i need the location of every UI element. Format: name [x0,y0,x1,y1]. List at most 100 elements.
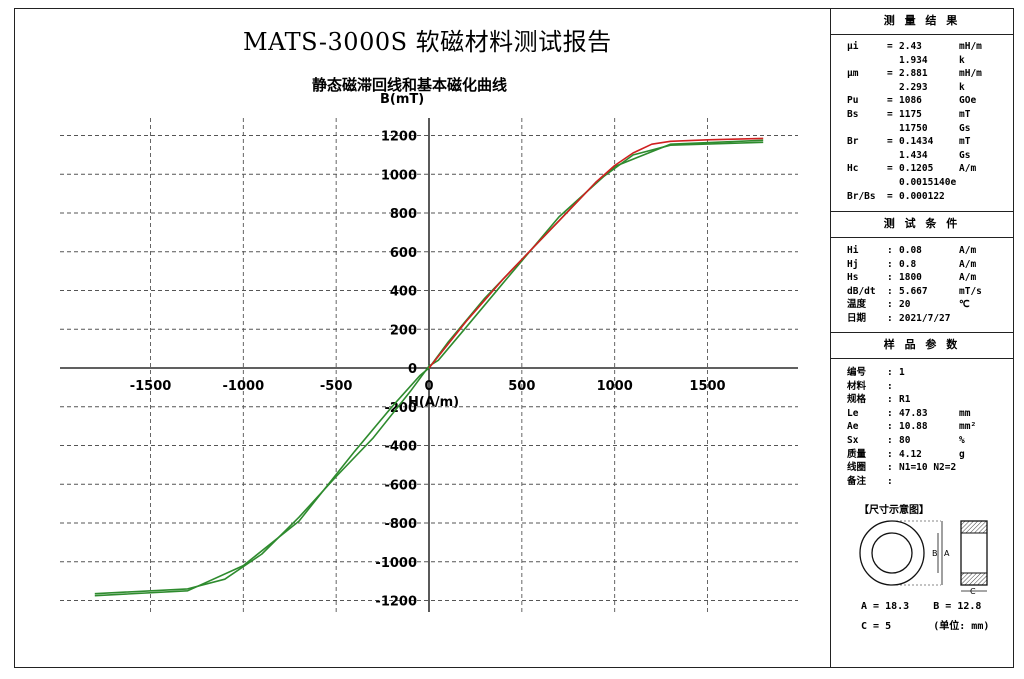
sample-unit: mm [959,407,971,419]
conditions-unit [959,312,1009,326]
results-row: μm = 2.881 mH/m [847,67,1009,81]
results-value: 1.934 [899,54,928,66]
results-row: Hc = 0.1205 A/m [847,162,1009,176]
results-key [847,122,887,136]
conditions-value: 0.08 [899,245,922,256]
y-axis-label: B(mT) [380,92,425,107]
conditions-value: 5.667 [899,285,928,297]
results-sep: = [887,108,893,120]
sample-list: 编号:1 材料: 规格: R1 Le:47.83 mm Ae:10.88 mm² Sx:80% 质… [847,366,1009,488]
sample-key: 备注 [847,475,867,487]
results-unit: mT [959,108,971,120]
results-key [847,176,887,190]
sample-row: 质量:4.12 g [847,448,1009,462]
results-sep: = [887,136,893,148]
ring-section-top [960,520,988,534]
results-sep [887,176,899,190]
results-value: 1175 [899,108,922,120]
conditions-unit: mT/s [959,285,982,297]
results-row: Br = 0.1434 mT [847,135,1009,149]
sample-row: Sx:80% [847,434,1009,448]
sample-value: 80 [899,434,911,446]
results-key: μm [847,68,859,80]
y-tick-label: 1000 [381,168,417,183]
conditions-unit: A/m [959,272,977,284]
results-value: 0.1434 [899,136,934,148]
results-sep [887,81,899,95]
conditions-key: 温度 [847,299,867,311]
dimension-values-line1: A = 18.3 B = 12.8 [861,601,982,612]
conditions-unit: A/m [959,258,977,270]
sample-value [899,380,959,394]
results-value: 1.434 [899,149,928,161]
results-key [847,54,887,68]
results-sep: = [887,95,893,107]
results-row: Bs = 1175 mT [847,108,1009,122]
x-tick-label: 500 [508,379,535,394]
divider [831,211,1013,212]
results-sep: = [887,190,893,202]
results-unit: k [959,54,965,66]
y-tick-label: -400 [384,440,417,455]
results-sep [887,149,899,163]
results-header: 测 量 结 果 [831,8,1013,35]
conditions-row: 温度:20 ℃ [847,298,1009,312]
y-tick-label: 400 [390,285,417,300]
sample-unit [959,393,1009,407]
conditions-unit: ℃ [959,299,970,311]
sample-unit [959,461,1009,475]
results-unit [959,176,1009,190]
conditions-sep: : [887,258,893,270]
conditions-key: Hi [847,245,859,256]
dim-b-label: B [932,549,938,558]
results-sep [887,122,899,136]
sample-sep: : [887,407,893,419]
dimension-diagram-title: 【尺寸示意图】 [859,505,929,516]
conditions-key: 日期 [847,312,867,324]
sample-unit: g [959,448,965,460]
conditions-row: 日期:2021/7/27 [847,312,1009,326]
sample-value: R1 [899,394,911,406]
results-key: Pu [847,95,859,107]
sample-value: N1=10 N2=2 [899,462,957,474]
conditions-sep: : [887,245,893,256]
report-frame [14,8,1014,668]
results-unit [959,190,1009,204]
sample-row: 编号:1 [847,366,1009,380]
conditions-sep: : [887,312,893,324]
results-unit: Gs [959,149,971,161]
x-tick-label: -500 [320,379,353,394]
y-tick-label: 1200 [381,130,417,145]
conditions-unit: A/m [959,245,977,256]
results-value: 1086 [899,95,922,107]
x-tick-label: 0 [424,379,433,394]
conditions-value: 20 [899,299,911,311]
x-tick-label: 1500 [689,379,725,394]
sample-key: Ae [847,421,859,433]
ring-inner-circle [871,532,913,574]
results-row: 1.434 Gs [847,149,1009,163]
results-sep: = [887,41,893,52]
sample-sep: : [887,448,893,460]
results-value: 2.293 [899,81,928,93]
results-value: 2.43 [899,41,922,52]
y-tick-label: -600 [384,478,417,493]
info-panel: 测 量 结 果 μi = 2.43 mH/m 1.934 k μm = 2.881 mH/m 2.2… [830,8,1014,668]
sample-row: 线圈: N1=10 N2=2 [847,461,1009,475]
sample-key: Le [847,407,859,419]
results-unit: Gs [959,122,971,134]
sample-value: 47.83 [899,407,928,419]
sample-key: 材料 [847,380,867,392]
sample-key: Sx [847,434,859,446]
conditions-value: 0.8 [899,258,917,270]
ring-section-bottom [960,572,988,586]
results-key: Br/Bs [847,190,876,202]
sample-key: 编号 [847,367,867,378]
results-unit: k [959,81,965,93]
divider [831,332,1013,333]
results-unit: A/m [959,163,977,175]
results-row: 2.293 k [847,81,1009,95]
sample-row: 备注: [847,475,1009,489]
sample-unit [959,366,1009,380]
sample-key: 规格 [847,394,867,406]
